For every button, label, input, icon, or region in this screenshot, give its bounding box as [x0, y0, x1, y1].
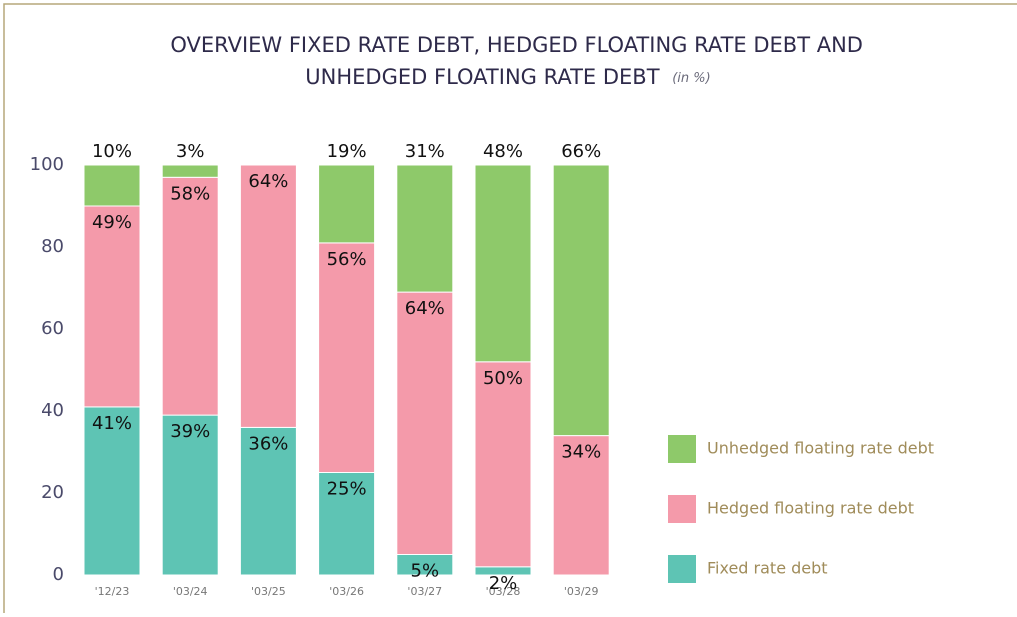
data-label: 3% — [176, 141, 205, 162]
y-tick-label: 20 — [41, 482, 64, 503]
bar-segment — [318, 242, 376, 473]
bar-segment — [396, 164, 454, 293]
bar-segment — [239, 164, 297, 428]
data-label: 58% — [170, 183, 210, 204]
bar-segment — [161, 176, 219, 416]
x-tick-label: '03/27 — [407, 585, 442, 598]
y-tick-label: 100 — [30, 154, 64, 175]
title-line: UNHEDGED FLOATING RATE DEBT — [305, 65, 659, 89]
legend-swatch — [668, 495, 696, 523]
legend-label: Hedged floating rate debt — [707, 499, 914, 518]
data-label: 66% — [561, 141, 601, 162]
data-label: 5% — [411, 561, 440, 582]
x-tick-label: '03/24 — [173, 585, 208, 598]
data-label: 41% — [92, 413, 132, 434]
data-label: 48% — [483, 141, 523, 162]
data-label: 36% — [248, 433, 288, 454]
legend-swatch — [668, 555, 696, 583]
data-label: 64% — [405, 298, 445, 319]
data-label: 49% — [92, 212, 132, 233]
frame — [3, 3, 1017, 617]
data-label: 64% — [248, 171, 288, 192]
x-tick-label: '03/26 — [329, 585, 364, 598]
bar-segment — [396, 291, 454, 555]
data-label: 34% — [561, 442, 601, 463]
legend-label: Unhedged floating rate debt — [707, 439, 934, 458]
bar-segment — [474, 361, 532, 568]
data-label: 50% — [483, 368, 523, 389]
data-label: 2% — [489, 573, 518, 594]
data-label: 10% — [92, 141, 132, 162]
bar-segment — [474, 164, 532, 363]
x-tick-label: '03/29 — [564, 585, 599, 598]
chart-title: OVERVIEW FIXED RATE DEBT, HEDGED FLOATIN… — [170, 33, 869, 89]
y-tick-label: 0 — [53, 564, 64, 585]
data-label: 39% — [170, 421, 210, 442]
y-tick-label: 80 — [41, 236, 64, 257]
data-label: 31% — [405, 141, 445, 162]
bar-segment — [318, 164, 376, 244]
title-note: (in %) — [672, 71, 710, 86]
data-label: 25% — [327, 479, 367, 500]
y-tick-label: 60 — [41, 318, 64, 339]
bar-segment — [83, 406, 141, 576]
bar-segment — [161, 414, 219, 576]
data-label: 19% — [327, 141, 367, 162]
bar-segment — [83, 164, 141, 207]
bar-segment — [552, 435, 610, 576]
bar-segment — [83, 205, 141, 408]
y-tick-label: 40 — [41, 400, 64, 421]
x-tick-label: '03/28 — [486, 585, 521, 598]
bar-segment — [239, 426, 297, 576]
bar-segment — [161, 164, 219, 178]
bar-segment — [552, 164, 610, 437]
legend-swatch — [668, 435, 696, 463]
x-tick-label: '12/23 — [95, 585, 130, 598]
data-label: 56% — [327, 249, 367, 270]
title-line: OVERVIEW FIXED RATE DEBT, HEDGED FLOATIN… — [170, 33, 863, 57]
legend-label: Fixed rate debt — [707, 559, 828, 578]
bar-segment — [318, 472, 376, 576]
x-tick-label: '03/25 — [251, 585, 286, 598]
